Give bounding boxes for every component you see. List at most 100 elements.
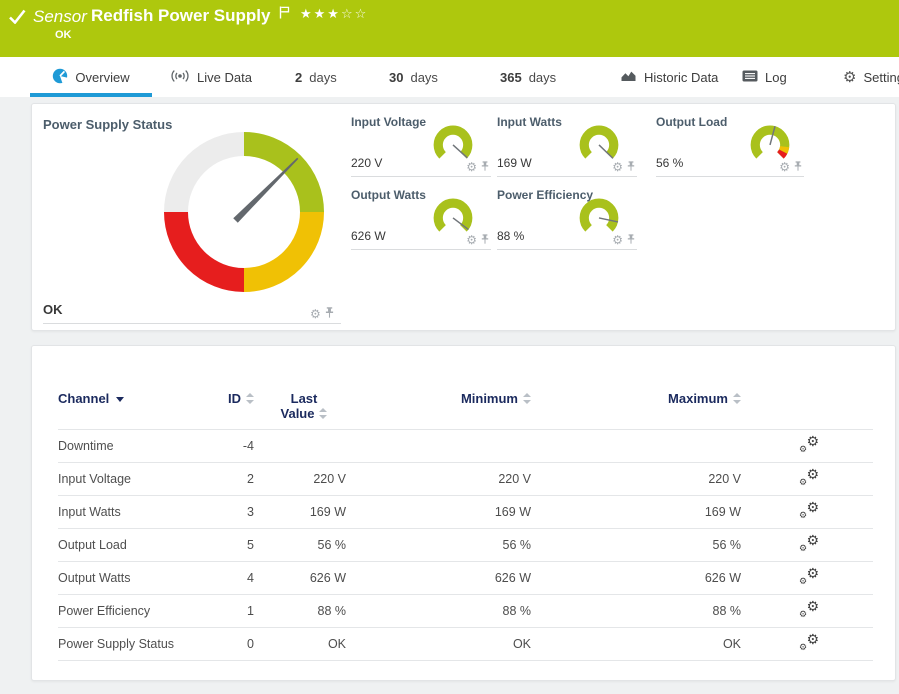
gear-icon[interactable]: ⚙	[779, 160, 790, 174]
sensor-header: Sensor Redfish Power Supply ★★★☆☆ OK	[0, 0, 899, 57]
channel-maximum-cell	[535, 430, 745, 463]
mini-gauge-value: 626 W	[351, 229, 386, 243]
mini-gauge-dial	[579, 125, 619, 159]
channel-last-value-cell: 88 %	[317, 604, 347, 618]
channel-id-cell: 0	[247, 637, 254, 651]
tab-2-days[interactable]: 2 days	[295, 57, 337, 97]
channel-id-cell: 2	[247, 472, 254, 486]
gear-icon[interactable]: ⚙	[466, 233, 477, 247]
tab-label: Live Data	[197, 69, 252, 85]
channel-settings-icon[interactable]: ⚙ ⚙	[799, 533, 819, 554]
channel-name-cell: Downtime	[58, 439, 114, 453]
table-row: Power Supply Status 0 OK OK OK ⚙ ⚙	[58, 628, 873, 661]
channel-settings-icon[interactable]: ⚙ ⚙	[799, 599, 819, 620]
content-area: Power Supply Status OK ⚙ Input Voltage 2…	[0, 97, 899, 694]
channel-id-cell: 4	[247, 571, 254, 585]
tab-label: days	[309, 69, 337, 85]
channel-name-cell: Power Efficiency	[58, 604, 151, 618]
tab-historic-data[interactable]: Historic Data	[620, 57, 718, 97]
mini-gauge-label: Output Watts	[351, 188, 426, 202]
table-header-row: Channel ID Last Value Minimum Maximum	[58, 376, 873, 430]
table-row: Power Efficiency 1 88 % 88 % 88 % ⚙ ⚙	[58, 595, 873, 628]
mini-gauge-value: 169 W	[497, 156, 532, 170]
channel-settings-icon[interactable]: ⚙ ⚙	[799, 434, 819, 455]
sort-icon	[246, 393, 254, 404]
tab-label: Overview	[75, 69, 130, 85]
channel-minimum-cell: 56 %	[502, 538, 532, 552]
channel-minimum-cell: 88 %	[502, 604, 532, 618]
primary-gauge-actions: ⚙	[310, 307, 334, 320]
column-header-minimum[interactable]: Minimum	[350, 376, 535, 430]
channel-maximum-cell: 88 %	[712, 604, 742, 618]
channels-panel: Channel ID Last Value Minimum Maximum Do…	[31, 345, 896, 681]
mini-gauge-dial	[750, 125, 790, 159]
pin-icon[interactable]	[325, 307, 334, 320]
table-row: Downtime -4 ⚙ ⚙	[58, 430, 873, 463]
pin-icon[interactable]	[794, 161, 802, 173]
flag-icon[interactable]	[279, 6, 290, 24]
mini-gauge-label: Input Voltage	[351, 115, 427, 129]
tab-bar: Overview Live Data 2 days 30 days 365 da…	[0, 57, 899, 97]
tab-settings[interactable]: ⚙ Settings	[843, 57, 899, 97]
gear-icon[interactable]: ⚙	[612, 233, 623, 247]
tab-number: 365	[500, 69, 522, 85]
priority-stars-filled: ★★★	[300, 7, 341, 22]
mini-gauge-label: Power Efficiency	[497, 188, 594, 202]
tab-log[interactable]: Log	[742, 57, 787, 97]
channel-minimum-cell	[350, 430, 535, 463]
mini-gauge-value: 220 V	[351, 156, 383, 170]
channel-id-cell: -4	[242, 439, 254, 453]
primary-gauge-needle	[233, 157, 299, 223]
channel-name-cell: Power Supply Status	[58, 637, 175, 651]
column-header-channel[interactable]: Channel	[58, 376, 218, 430]
channel-settings-icon[interactable]: ⚙ ⚙	[799, 500, 819, 521]
tab-30-days[interactable]: 30 days	[389, 57, 438, 97]
channel-maximum-cell: 220 V	[708, 472, 741, 486]
tab-label: Log	[765, 69, 787, 85]
pin-icon[interactable]	[481, 234, 489, 246]
mini-gauge-actions: ⚙	[466, 161, 489, 173]
mini-gauge-actions: ⚙	[612, 234, 635, 246]
channel-settings-icon[interactable]: ⚙ ⚙	[799, 632, 819, 653]
mini-gauge-actions: ⚙	[466, 234, 489, 246]
pin-icon[interactable]	[481, 161, 489, 173]
tab-label: Settings	[863, 69, 899, 85]
mini-gauge-value: 56 %	[656, 156, 684, 170]
tab-number: 30	[389, 69, 404, 85]
column-header-maximum[interactable]: Maximum	[535, 376, 745, 430]
mini-gauge-actions: ⚙	[779, 161, 802, 173]
gear-icon[interactable]: ⚙	[612, 160, 623, 174]
channel-minimum-cell: 169 W	[494, 505, 531, 519]
column-header-id[interactable]: ID	[218, 376, 258, 430]
channel-last-value-cell	[258, 430, 350, 463]
pin-icon[interactable]	[627, 161, 635, 173]
channel-minimum-cell: 220 V	[498, 472, 531, 486]
channel-settings-icon[interactable]: ⚙ ⚙	[799, 566, 819, 587]
broadcast-icon	[170, 69, 190, 86]
column-header-actions	[745, 376, 873, 430]
priority-stars[interactable]: ★★★☆☆	[300, 7, 368, 22]
tab-overview[interactable]: Overview	[30, 57, 152, 97]
status-check-icon	[9, 9, 26, 29]
mini-gauge-output-watts: Output Watts 626 W ⚙	[351, 188, 491, 250]
channel-last-value-cell: OK	[327, 637, 346, 651]
gear-icon[interactable]: ⚙	[310, 306, 321, 321]
column-header-last-value[interactable]: Last Value	[258, 376, 350, 430]
chart-icon	[620, 69, 637, 85]
mini-gauge-dial	[579, 198, 619, 232]
channel-minimum-cell: OK	[512, 637, 531, 651]
object-kind-label: Sensor	[33, 7, 87, 26]
table-row: Output Watts 4 626 W 626 W 626 W ⚙ ⚙	[58, 562, 873, 595]
tab-live-data[interactable]: Live Data	[170, 57, 252, 97]
gauge-icon	[52, 68, 69, 87]
gear-icon[interactable]: ⚙	[466, 160, 477, 174]
tab-label: Historic Data	[644, 69, 719, 85]
mini-gauge-power-efficiency: Power Efficiency 88 % ⚙	[497, 188, 637, 250]
pin-icon[interactable]	[627, 234, 635, 246]
channel-name-cell: Output Load	[58, 538, 127, 552]
channel-id-cell: 1	[247, 604, 254, 618]
log-icon	[742, 70, 758, 85]
tab-365-days[interactable]: 365 days	[500, 57, 556, 97]
channel-name-cell: Input Watts	[58, 505, 121, 519]
channel-settings-icon[interactable]: ⚙ ⚙	[799, 467, 819, 488]
